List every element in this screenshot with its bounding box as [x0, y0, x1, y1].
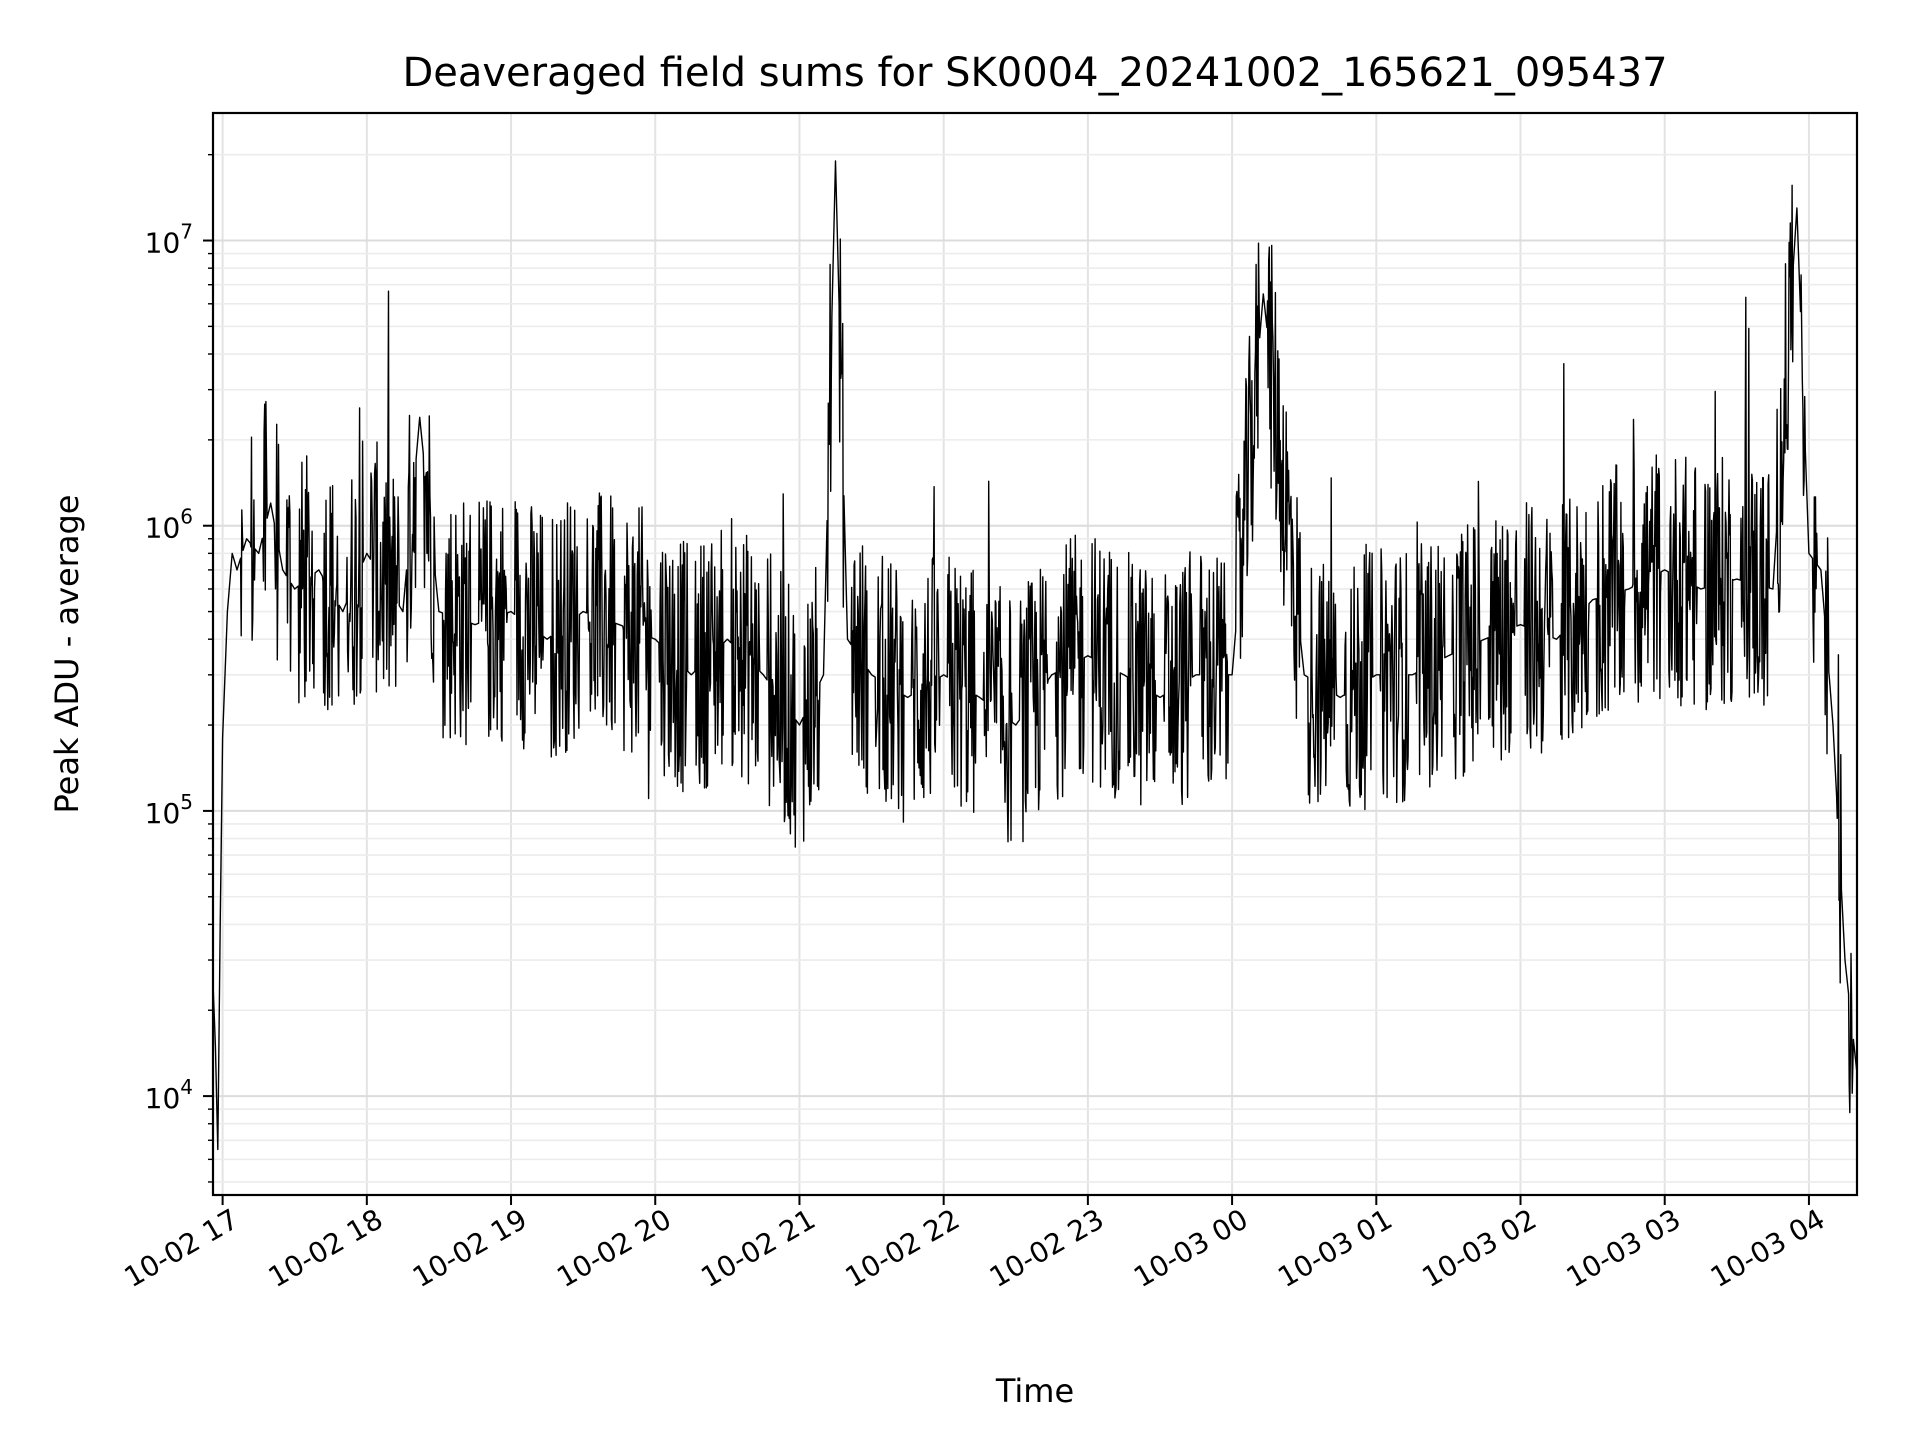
chart-title: Deaveraged field sums for SK0004_2024100… [402, 50, 1667, 96]
plot-area [212, 160, 1858, 1151]
y-tick-label: 107 [145, 220, 193, 260]
grid [213, 113, 1857, 1195]
plot-frame [211, 111, 1859, 1197]
y-tick-label: 106 [145, 505, 193, 545]
y-axis-title: Peak ADU - average [48, 495, 86, 814]
series-line [212, 160, 1858, 1151]
y-tick-label: 104 [145, 1075, 193, 1115]
y-tick-label: 105 [145, 790, 193, 830]
x-axis-title: Time [995, 1372, 1074, 1410]
y-axis: 104 105 106 107 [145, 153, 213, 1183]
